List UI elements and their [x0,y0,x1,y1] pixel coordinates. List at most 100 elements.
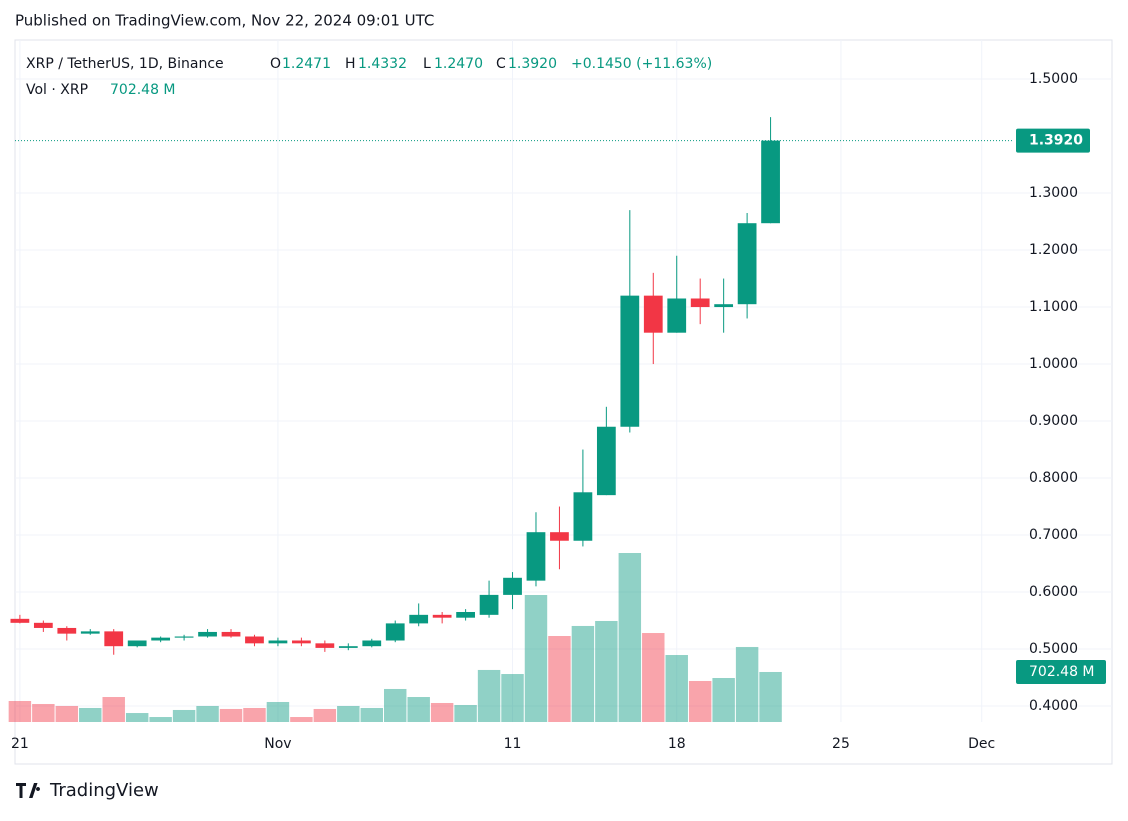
y-tick-label: 0.4000 [1029,698,1078,714]
candle-body [315,643,335,648]
y-tick-label: 1.1000 [1029,299,1078,315]
candle-body [127,640,147,647]
y-tick-label: 0.8000 [1029,470,1078,486]
volume-bar [149,717,172,722]
volume-bar [735,646,759,722]
candle-body [620,295,640,427]
volume-bar [102,697,125,722]
volume-bar [407,697,430,722]
candle-body [338,646,358,648]
legend-c: C [496,56,506,72]
candle-body [385,623,405,641]
candle-body [550,532,569,541]
volume-bar [172,709,196,722]
volume-bar [337,705,360,722]
volume-layer [8,553,782,722]
candle-body [479,594,499,615]
price-badge-text: 1.3920 [1029,133,1083,149]
y-tick-label: 1.2000 [1029,242,1078,258]
candle-layer [10,117,1012,655]
volume-bar [266,701,290,722]
legend-close: 1.3920 [508,56,557,72]
volume-bar [759,671,782,722]
volume-bar [688,680,712,722]
candle-body [456,611,475,618]
volume-title: Vol · XRP [26,82,88,98]
x-tick-label: 18 [668,736,686,752]
volume-bar [313,708,337,722]
candle-body [643,295,663,333]
volume-bar [454,704,477,722]
candle-body [57,627,77,634]
legend-low: 1.2470 [434,56,483,72]
y-tick-label: 0.7000 [1029,527,1078,543]
volume-bar [196,705,219,722]
y-tick-label: 0.5000 [1029,641,1078,657]
volume-bar [360,707,383,722]
volume-bar [430,702,454,722]
volume-bar [32,703,55,722]
candle-body [573,492,593,541]
candle-body [362,640,382,647]
volume-bar [290,717,313,722]
candle-body [245,636,264,644]
volume-bar [571,625,595,722]
grid [15,40,1112,722]
candle-body [104,631,124,647]
x-tick-label: 11 [504,736,522,752]
legend-high: 1.4332 [358,56,407,72]
volume-badge [1016,659,1106,684]
candle-body [292,640,311,644]
volume-bar [524,595,548,722]
x-tick-label: 25 [832,736,850,752]
legend-change: +0.1450 (+11.63%) [571,56,712,72]
volume-bar [712,678,735,722]
candle-body [174,636,194,638]
y-tick-label: 1.3000 [1029,185,1078,201]
candle-body [737,223,757,305]
legend: XRP / TetherUS, 1D, Binance O 1.2471 H 1… [26,56,712,98]
candle-body [198,631,217,637]
y-tick-label: 0.6000 [1029,584,1078,600]
candle-body [503,577,522,595]
volume-bar [665,655,688,722]
volume-bar [125,713,149,722]
footer-text: TradingView [49,780,159,801]
volume-value: 702.48 M [110,82,176,98]
header: Published on TradingView.com, Nov 22, 20… [15,12,434,30]
volume-bar [8,700,32,722]
candle-body [761,140,780,224]
volume-bar [55,705,79,722]
x-tick-label: Dec [968,736,995,752]
volume-badge-text: 702.48 M [1029,664,1095,680]
legend-h: H [345,56,356,72]
legend-o: O [270,56,281,72]
candle-body [80,631,100,634]
candle-body [268,640,288,644]
symbol-title: XRP / TetherUS, 1D, Binance [26,56,224,72]
volume-bar [243,707,266,722]
candle-body [151,637,171,641]
price-badge [1016,128,1090,153]
volume-bar [477,669,501,722]
volume-bar [618,553,642,722]
candle-body [33,622,53,628]
volume-bar [219,708,243,722]
volume-bar [79,707,102,722]
candle-body [690,298,710,308]
candle-body [10,618,30,623]
x-tick-label: Nov [264,736,291,752]
candle-body [667,298,687,333]
candle-body [714,304,734,308]
candle-body [596,426,616,496]
legend-l: L [423,56,431,72]
volume-bar [501,674,524,722]
volume-bar [642,633,665,722]
candle-body [526,532,546,581]
candle-body [221,631,241,637]
y-tick-label: 1.5000 [1029,71,1078,87]
legend-open: 1.2471 [282,56,331,72]
volume-bar [383,688,407,722]
